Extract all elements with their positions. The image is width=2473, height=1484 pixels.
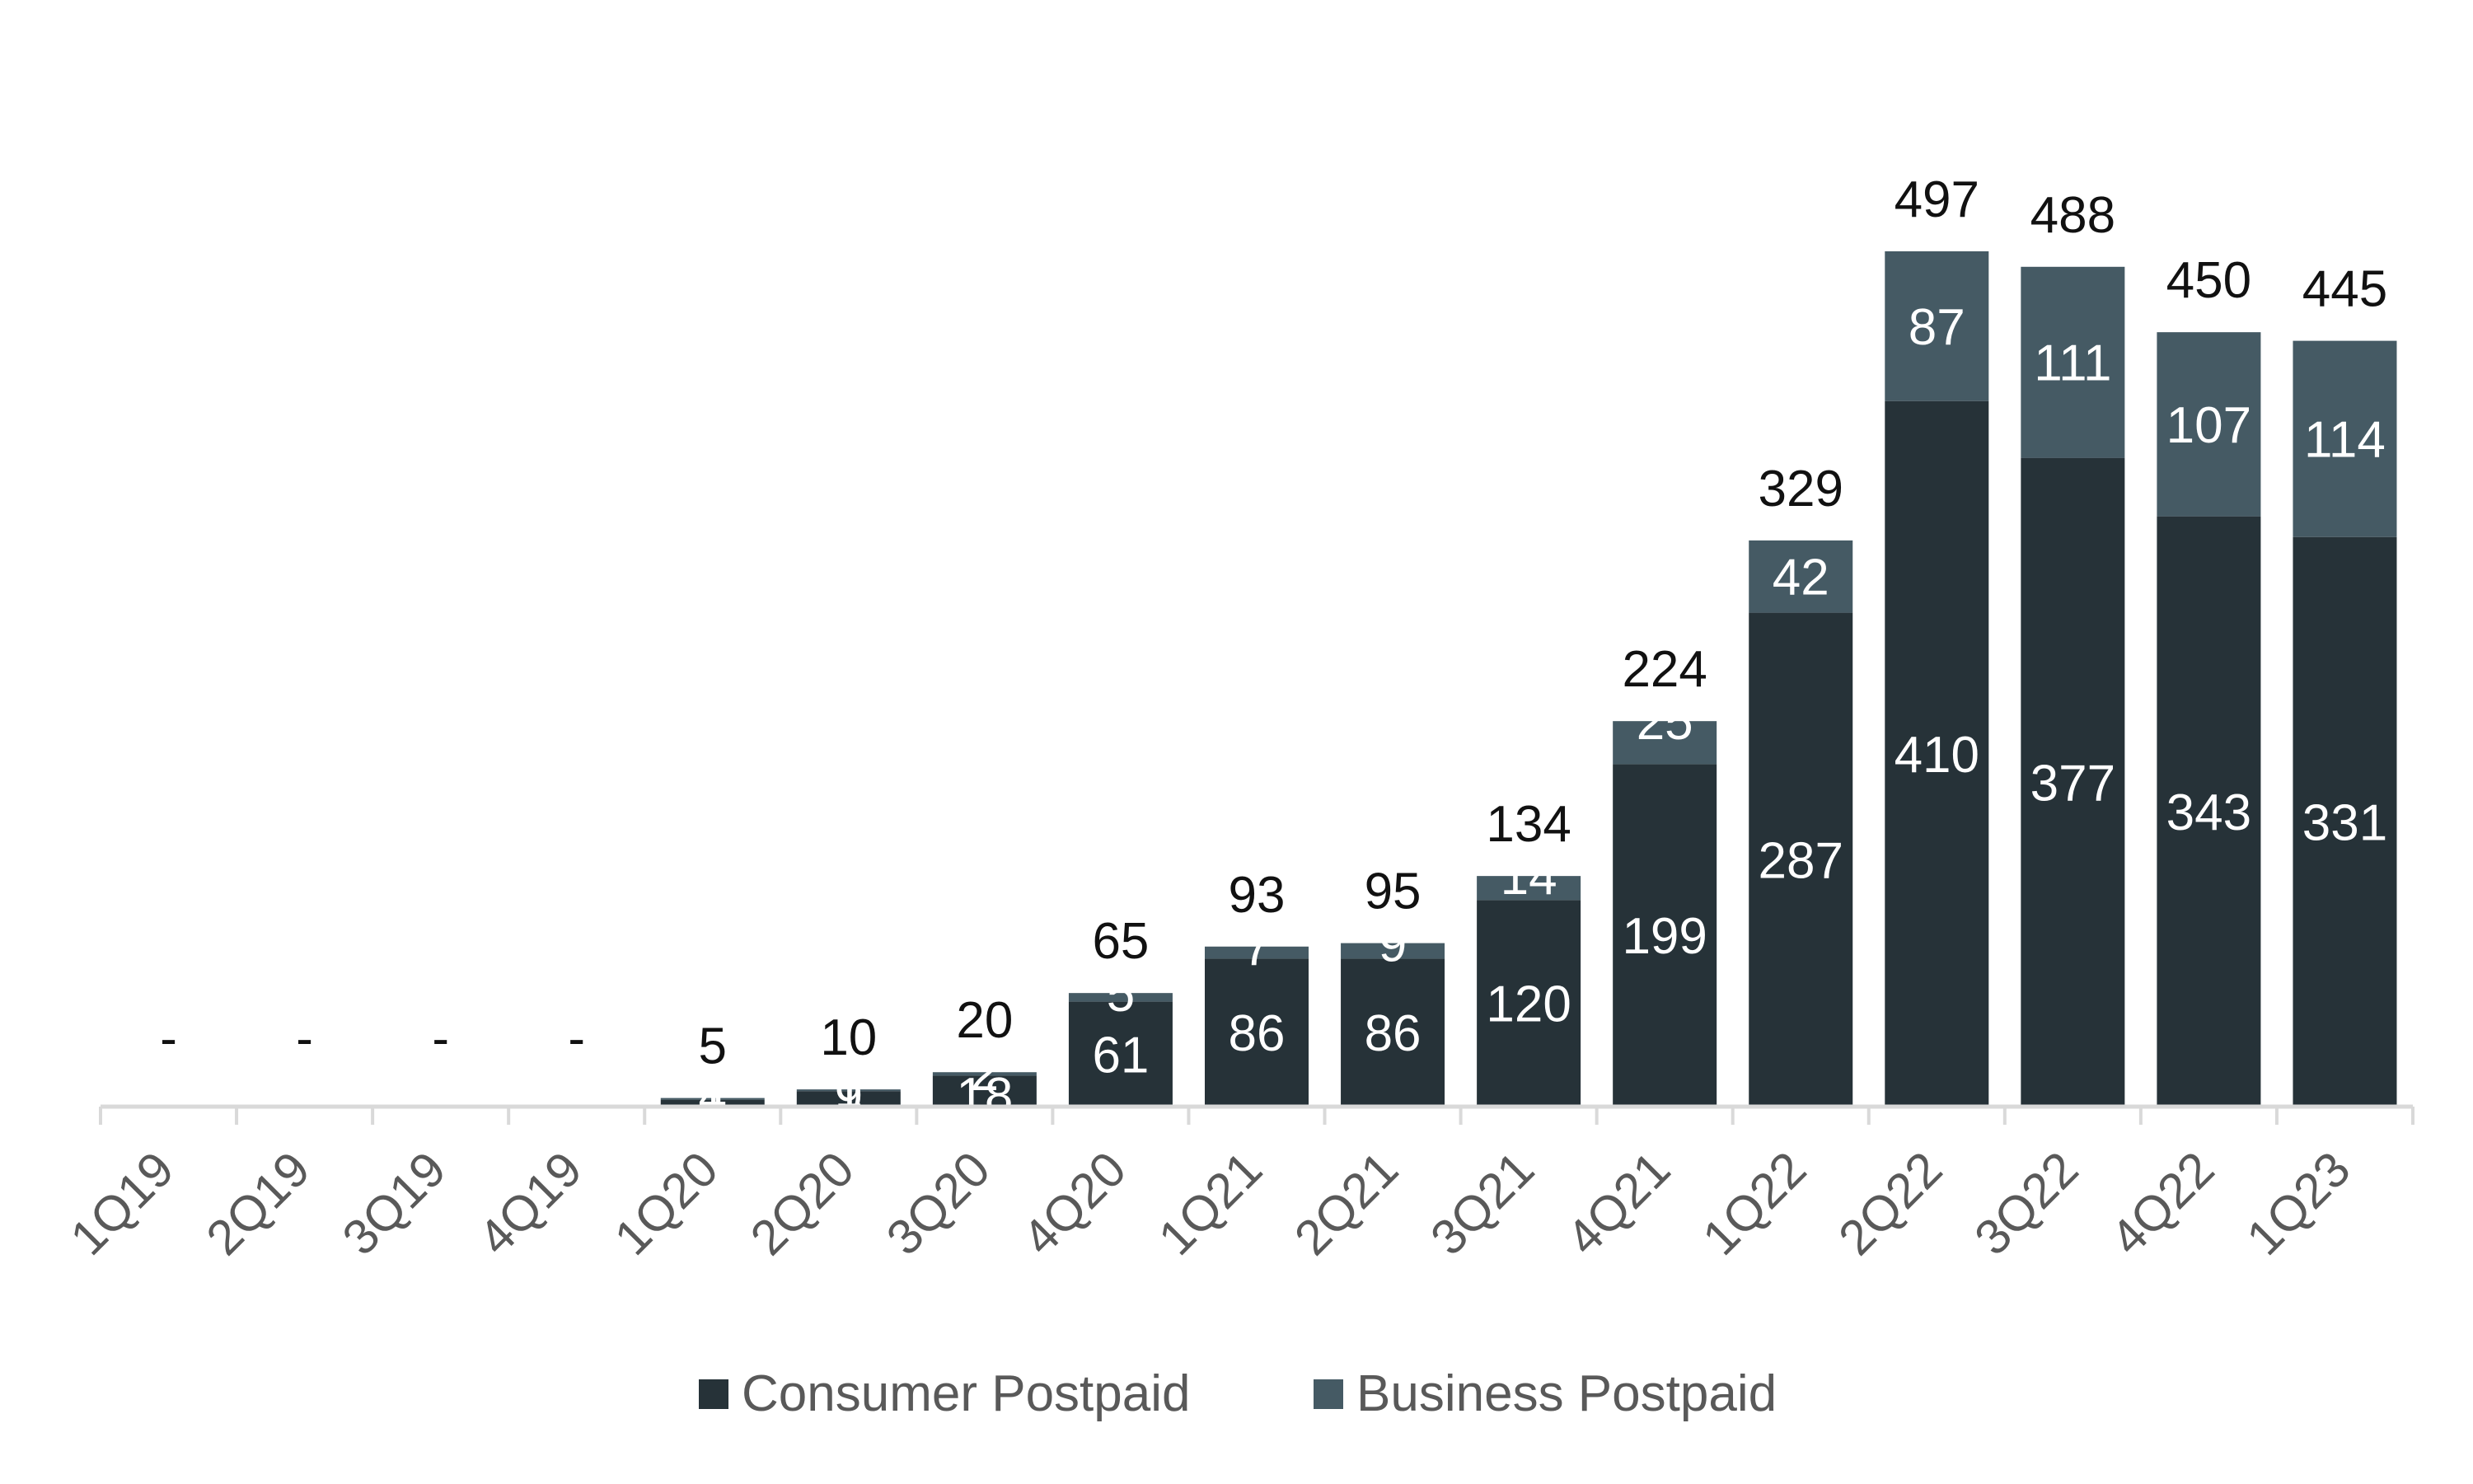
bar-business-3Q20 bbox=[932, 1072, 1037, 1076]
business-value-4Q20: 5 bbox=[1107, 966, 1135, 1023]
bar-consumer-1Q21 bbox=[1205, 958, 1309, 1107]
x-tick-label-3Q19: 3Q19 bbox=[332, 1141, 457, 1266]
bar-consumer-3Q21 bbox=[1477, 900, 1581, 1107]
business-value-3Q21: 14 bbox=[1501, 849, 1557, 906]
business-value-2Q20: 1 bbox=[835, 1062, 863, 1119]
total-label-4Q19: - bbox=[568, 1010, 585, 1067]
bar-business-2Q21 bbox=[1341, 943, 1445, 959]
total-label-2Q21: 95 bbox=[1365, 864, 1422, 920]
bar-consumer-1Q22 bbox=[1749, 612, 1853, 1107]
total-label-1Q19: - bbox=[160, 1010, 177, 1067]
consumer-value-1Q21: 86 bbox=[1229, 1005, 1286, 1062]
total-label-4Q22: 450 bbox=[2166, 252, 2251, 309]
x-tick-label-1Q23: 1Q23 bbox=[2236, 1141, 2360, 1266]
bar-consumer-1Q20 bbox=[660, 1099, 765, 1107]
x-tick-label-1Q21: 1Q21 bbox=[1148, 1141, 1272, 1266]
x-tick-label-1Q20: 1Q20 bbox=[604, 1141, 728, 1266]
x-tick-label-4Q21: 4Q21 bbox=[1556, 1141, 1680, 1266]
total-label-1Q22: 329 bbox=[1759, 461, 1843, 517]
total-label-2Q19: - bbox=[296, 1010, 313, 1067]
legend-label-business: Business Postpaid bbox=[1356, 1365, 1777, 1422]
legend: Consumer Postpaid Business Postpaid bbox=[699, 1365, 1777, 1422]
consumer-value-2Q22: 410 bbox=[1895, 727, 1979, 784]
business-value-1Q22: 42 bbox=[1773, 550, 1829, 606]
business-value-3Q22: 111 bbox=[2034, 335, 2111, 392]
bar-business-4Q22 bbox=[2157, 332, 2261, 517]
consumer-value-1Q23: 331 bbox=[2302, 794, 2387, 851]
x-tick-label-1Q22: 1Q22 bbox=[1692, 1141, 1816, 1266]
bar-business-4Q21 bbox=[1613, 721, 1717, 765]
consumer-value-3Q22: 377 bbox=[2030, 755, 2115, 812]
bar-consumer-3Q20 bbox=[932, 1075, 1037, 1107]
bar-business-1Q22 bbox=[1749, 540, 1853, 613]
consumer-value-1Q22: 287 bbox=[1759, 832, 1843, 889]
x-tick-label-4Q19: 4Q19 bbox=[468, 1141, 592, 1266]
bar-business-2Q22 bbox=[1885, 251, 1989, 401]
total-label-3Q19: - bbox=[432, 1010, 449, 1067]
business-value-4Q22: 107 bbox=[2166, 397, 2251, 454]
total-label-1Q21: 93 bbox=[1229, 867, 1286, 924]
x-tick-label-1Q19: 1Q19 bbox=[60, 1141, 185, 1266]
x-axis: 1Q19 2Q19 3Q19 4Q19 1Q20 2Q20 3Q20 4Q20 1Q21 2Q21… bbox=[60, 1104, 2414, 1266]
bars-layer bbox=[660, 251, 2397, 1107]
bar-consumer-2Q21 bbox=[1341, 958, 1445, 1107]
total-label-2Q22: 497 bbox=[1895, 171, 1979, 228]
bar-business-1Q20 bbox=[660, 1098, 765, 1100]
total-label-1Q20: 5 bbox=[699, 1018, 727, 1075]
total-label-4Q20: 65 bbox=[1092, 913, 1149, 970]
x-tick-label-4Q22: 4Q22 bbox=[2100, 1141, 2224, 1266]
bar-business-3Q22 bbox=[2021, 266, 2125, 458]
x-tick-label-2Q20: 2Q20 bbox=[740, 1141, 864, 1266]
bar-consumer-2Q22 bbox=[1885, 400, 1989, 1107]
bar-business-1Q21 bbox=[1205, 946, 1309, 959]
x-tick-label-3Q22: 3Q22 bbox=[1964, 1141, 2088, 1266]
bar-business-3Q21 bbox=[1477, 876, 1581, 901]
consumer-value-4Q22: 343 bbox=[2166, 784, 2251, 841]
consumer-value-1Q20: 4 bbox=[699, 1068, 727, 1125]
business-value-4Q21: 25 bbox=[1637, 694, 1693, 751]
bar-consumer-4Q20 bbox=[1068, 1001, 1173, 1107]
bar-consumer-3Q22 bbox=[2021, 457, 2125, 1107]
consumer-value-3Q20: 18 bbox=[956, 1068, 1013, 1125]
total-label-4Q21: 224 bbox=[1622, 641, 1707, 698]
total-label-1Q23: 445 bbox=[2302, 261, 2387, 318]
x-tick-label-2Q21: 2Q21 bbox=[1284, 1141, 1408, 1266]
total-label-2Q20: 10 bbox=[820, 1009, 877, 1066]
bar-business-4Q20 bbox=[1068, 993, 1173, 1002]
x-tick-label-2Q22: 2Q22 bbox=[1828, 1141, 1952, 1266]
business-value-2Q21: 9 bbox=[1379, 916, 1407, 973]
bar-consumer-1Q23 bbox=[2293, 536, 2397, 1107]
business-value-2Q22: 87 bbox=[1909, 299, 1965, 356]
legend-swatch-consumer bbox=[699, 1379, 728, 1409]
bar-business-2Q20 bbox=[796, 1089, 901, 1092]
bar-consumer-2Q20 bbox=[796, 1091, 901, 1107]
total-label-3Q22: 488 bbox=[2030, 187, 2115, 244]
legend-label-consumer: Consumer Postpaid bbox=[742, 1365, 1191, 1422]
total-label-3Q21: 134 bbox=[1486, 796, 1571, 853]
business-value-1Q23: 114 bbox=[2304, 412, 2386, 469]
business-value-1Q21: 7 bbox=[1243, 920, 1271, 976]
x-tick-label-4Q20: 4Q20 bbox=[1012, 1141, 1136, 1266]
data-labels-layer: - - - -541109120182656159386795869134120142… bbox=[160, 171, 2387, 1128]
business-value-3Q20: 2 bbox=[971, 1045, 999, 1102]
legend-swatch-business bbox=[1314, 1379, 1343, 1409]
bar-consumer-4Q22 bbox=[2157, 516, 2261, 1107]
x-tick-label-3Q20: 3Q20 bbox=[876, 1141, 1000, 1266]
business-value-1Q20: 1 bbox=[699, 1071, 727, 1128]
bar-business-1Q23 bbox=[2293, 340, 2397, 537]
consumer-value-2Q21: 86 bbox=[1365, 1005, 1422, 1062]
consumer-value-4Q21: 199 bbox=[1622, 908, 1707, 965]
consumer-value-2Q20: 9 bbox=[835, 1068, 863, 1125]
consumer-value-4Q20: 61 bbox=[1092, 1027, 1149, 1084]
total-label-3Q20: 20 bbox=[956, 992, 1013, 1049]
bar-consumer-4Q21 bbox=[1613, 764, 1717, 1107]
x-tick-label-2Q19: 2Q19 bbox=[196, 1141, 321, 1266]
consumer-value-3Q21: 120 bbox=[1486, 976, 1571, 1033]
x-tick-label-3Q21: 3Q21 bbox=[1420, 1141, 1544, 1266]
